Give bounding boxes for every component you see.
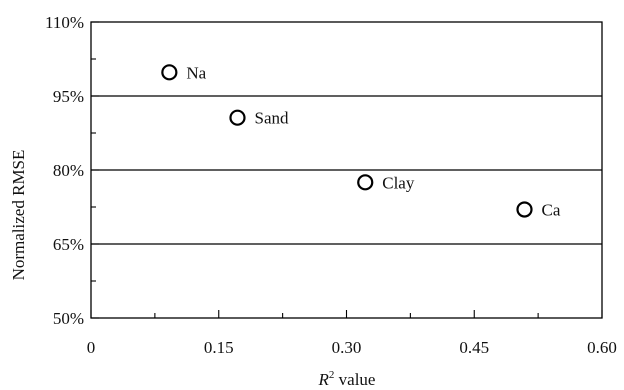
tick-layer (90, 21, 603, 319)
point-label: Na (186, 63, 206, 82)
y-tick-label: 50% (53, 309, 84, 328)
data-point-clay: Clay (357, 173, 415, 192)
y-tick-labels: 50% 65% 80% 95% 110% (45, 13, 84, 328)
x-axis-title-rest: value (334, 370, 375, 389)
x-tick-label: 0.45 (459, 338, 489, 357)
point-marker (357, 174, 374, 191)
data-point-sand: Sand (229, 109, 289, 128)
x-axis-title-superscript: 2 (329, 369, 335, 381)
point-label: Sand (254, 109, 289, 128)
x-tick-label: 0 (87, 338, 96, 357)
y-tick-label: 80% (53, 161, 84, 180)
grid-layer (91, 95, 602, 245)
y-tick-label: 110% (45, 13, 84, 32)
point-marker (161, 64, 178, 81)
data-point-na: Na (161, 63, 207, 82)
x-tick-label: 0.30 (332, 338, 362, 357)
point-label: Ca (541, 200, 560, 219)
x-axis-title-variable: R (318, 370, 330, 389)
y-axis-title: Normalized RMSE (9, 150, 28, 281)
x-tick-label: 0.15 (204, 338, 234, 357)
point-label: Clay (382, 173, 415, 192)
y-tick-label: 65% (53, 235, 84, 254)
point-marker (516, 201, 533, 218)
x-tick-labels: 0 0.15 0.30 0.45 0.60 (87, 338, 617, 357)
y-tick-label: 95% (53, 87, 84, 106)
points-layer: Na Sand Clay Ca (161, 63, 561, 219)
x-axis-title: R2 value (318, 369, 376, 389)
x-tick-label: 0.60 (587, 338, 617, 357)
point-marker (229, 109, 246, 126)
data-point-ca: Ca (516, 200, 561, 219)
